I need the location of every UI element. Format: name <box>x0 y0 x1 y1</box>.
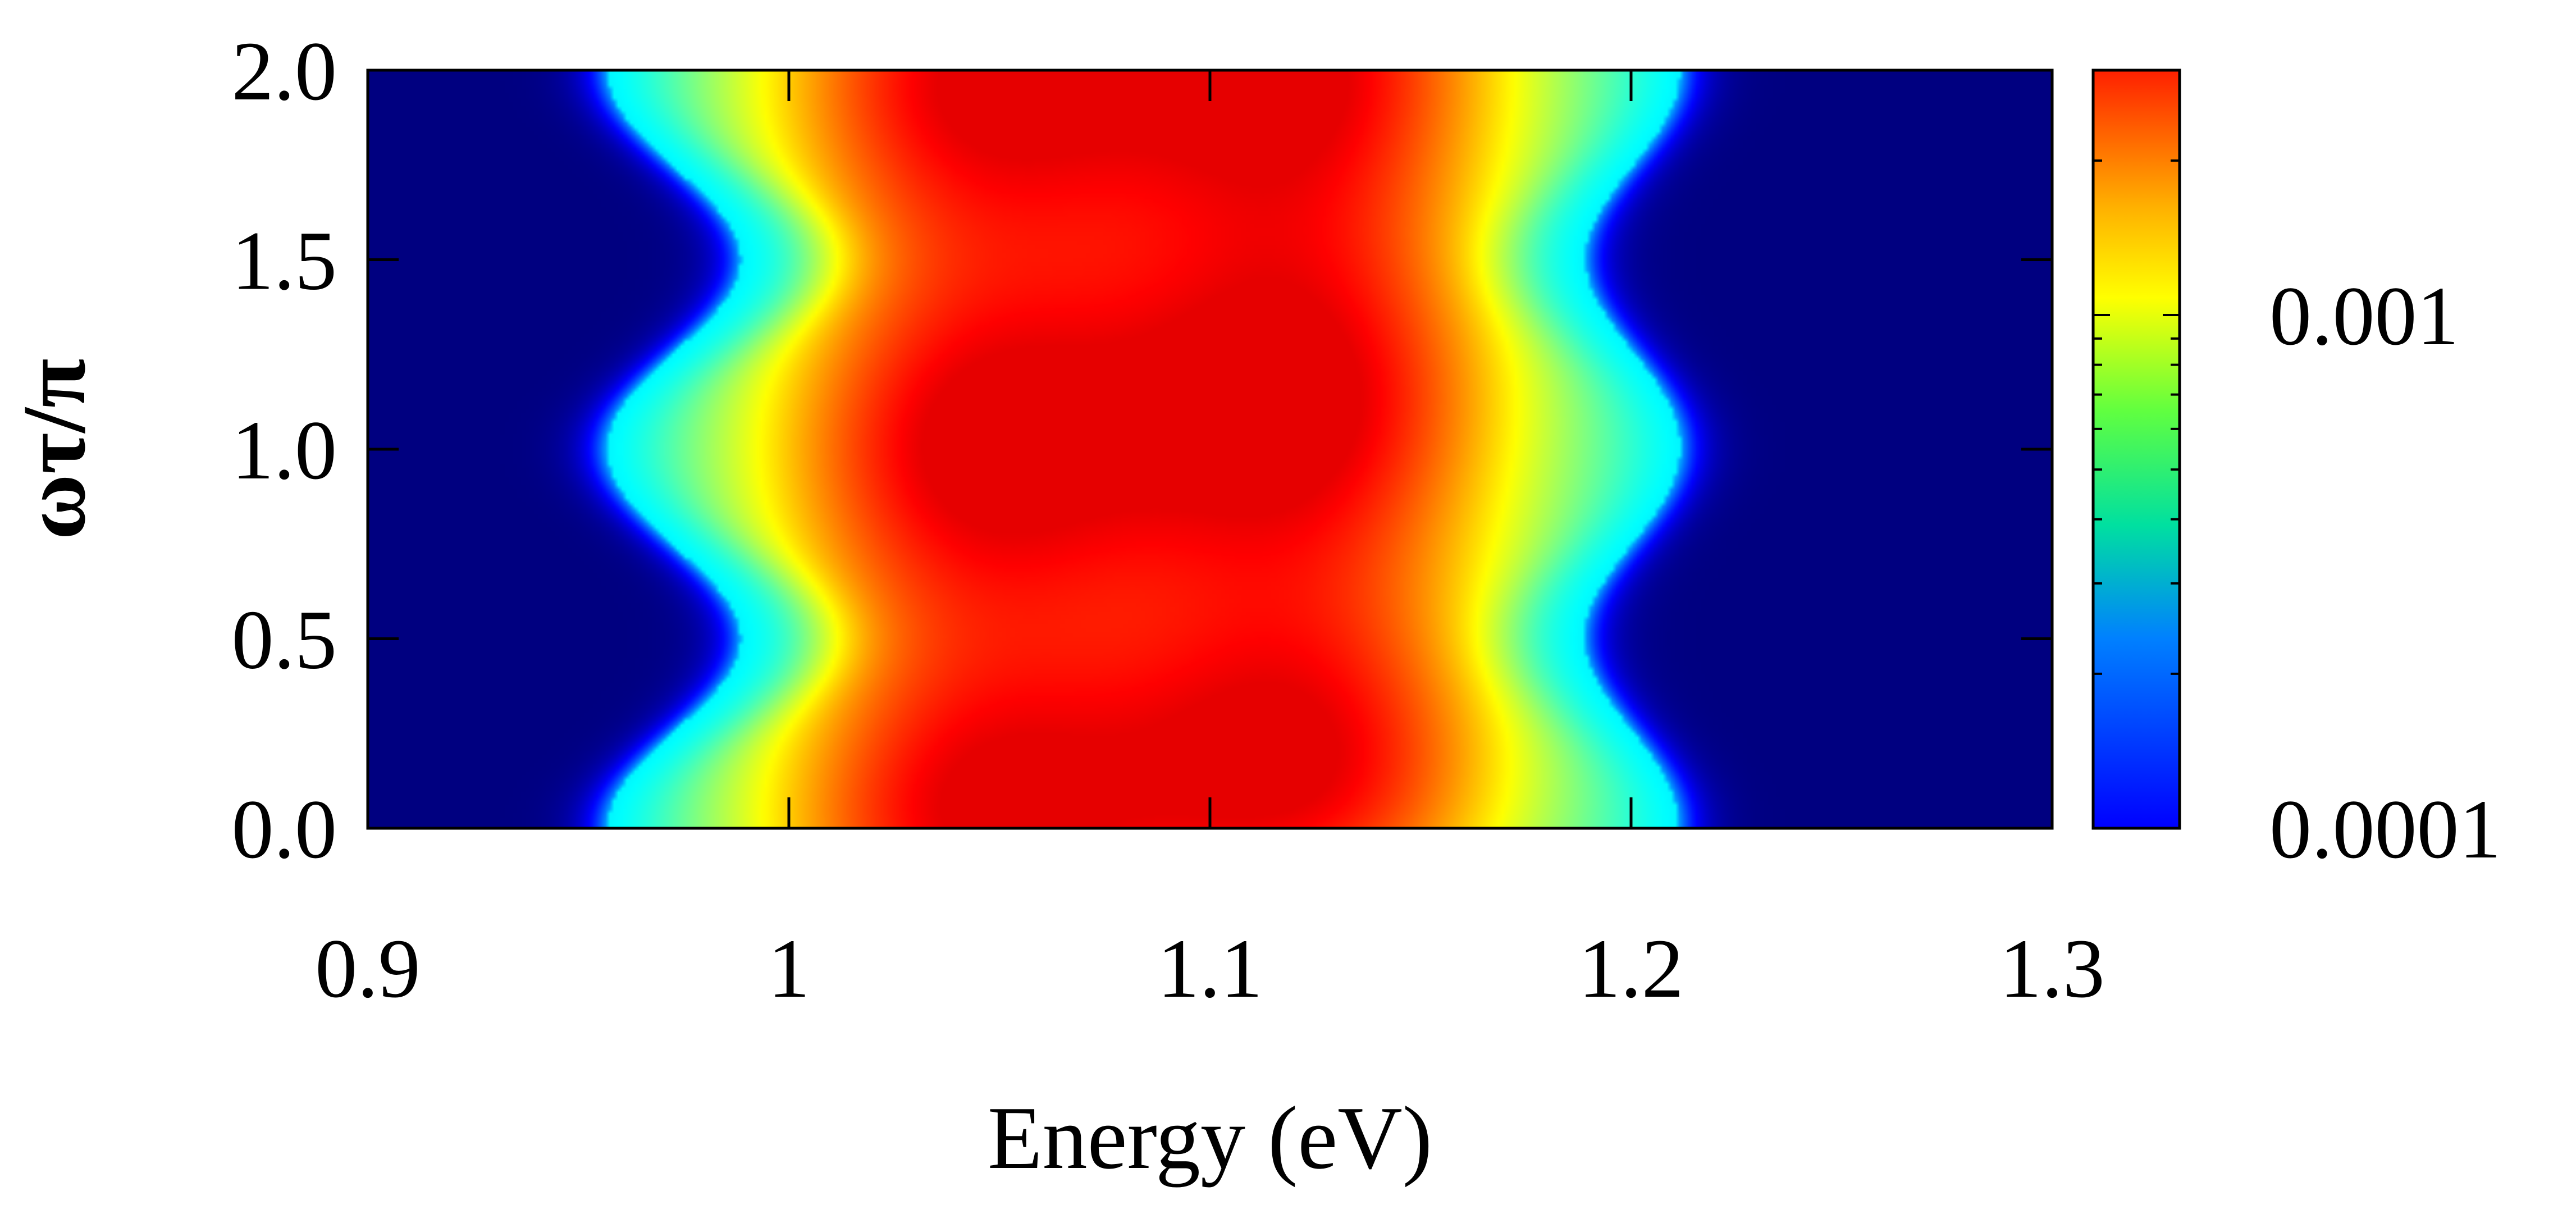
x-axis-ticks: 0.9 1 1.1 1.2 1.3 <box>315 70 2105 1015</box>
y-tick-label: 1.0 <box>232 404 337 497</box>
colorbar-ticks: 0.001 0.0001 <box>2093 69 2501 876</box>
x-tick-label: 1.1 <box>1157 922 1263 1015</box>
colorbar <box>2093 70 2180 828</box>
y-tick-label: 1.5 <box>232 215 337 308</box>
y-tick-label: 0.5 <box>232 594 337 687</box>
x-tick-label: 1.3 <box>1999 922 2105 1015</box>
y-tick-label: 0.0 <box>232 783 337 876</box>
heatmap-surface <box>368 70 2052 828</box>
x-tick-label: 1 <box>768 922 810 1015</box>
x-axis-title: Energy (eV) <box>988 1088 1432 1188</box>
colorbar-tick-label: 0.0001 <box>2269 783 2501 876</box>
y-axis-title: ωτ/π <box>4 359 104 540</box>
colorbar-frame <box>2091 69 2181 830</box>
colorbar-tick-label: 0.001 <box>2269 270 2459 363</box>
x-tick-label: 0.9 <box>315 922 421 1015</box>
y-axis-ticks: 0.0 0.5 1.0 1.5 2.0 <box>232 25 2052 876</box>
y-tick-label: 2.0 <box>232 25 337 118</box>
x-tick-label: 1.2 <box>1578 922 1684 1015</box>
